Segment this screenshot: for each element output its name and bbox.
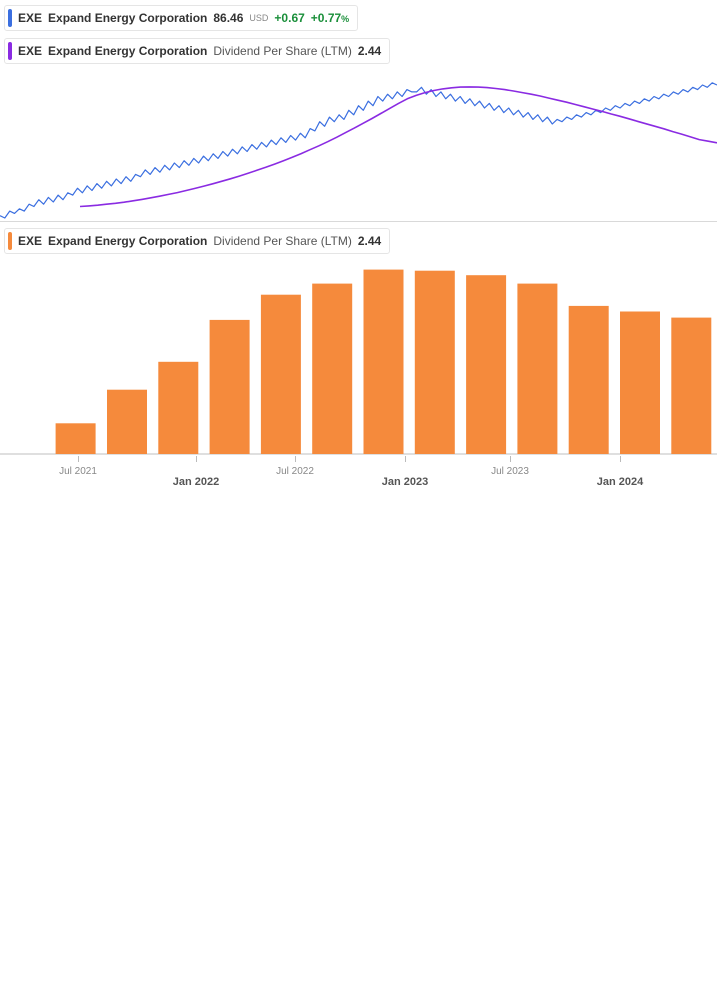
legend-change-pct: +0.77% (311, 11, 349, 25)
bar-chart[interactable] (0, 256, 717, 456)
legend-metric-value: 2.44 (358, 44, 381, 58)
legend-symbol: EXE (18, 11, 42, 25)
legend-metric-value: 2.44 (358, 234, 381, 248)
legend-tick-dps (8, 42, 12, 60)
legend-metric: Dividend Per Share (LTM) (213, 234, 352, 248)
legend-price[interactable]: EXE Expand Energy Corporation 86.46 USD … (4, 5, 358, 31)
legend-price-value: 86.46 (213, 11, 243, 25)
x-axis-label: Jan 2022 (173, 476, 219, 488)
x-axis-label: Jul 2021 (59, 466, 97, 477)
legend-company-name: Expand Energy Corporation (48, 44, 207, 58)
legend-change-abs: +0.67 (274, 11, 304, 25)
legend-symbol: EXE (18, 234, 42, 248)
line-chart-svg (0, 66, 717, 221)
x-axis-label: Jul 2023 (491, 466, 529, 477)
legend-pct-unit: % (341, 14, 349, 24)
x-axis-labels: Jul 2021 Jan 2022 Jul 2022 Jan 2023 Jul 2023… (0, 464, 717, 494)
x-axis-label: Jan 2024 (597, 476, 643, 488)
legend-change-pct-num: +0.77 (311, 11, 341, 25)
x-axis-ticks (0, 456, 717, 464)
x-axis-label: Jan 2023 (382, 476, 428, 488)
bar-chart-svg (0, 256, 717, 456)
chart-divider (0, 221, 717, 222)
legend-company-name: Expand Energy Corporation (48, 234, 207, 248)
line-chart[interactable] (0, 66, 717, 221)
legend-dps-line[interactable]: EXE Expand Energy Corporation Dividend P… (4, 38, 390, 64)
legend-metric: Dividend Per Share (LTM) (213, 44, 352, 58)
legend-currency: USD (249, 13, 268, 23)
legend-dps-bar[interactable]: EXE Expand Energy Corporation Dividend P… (4, 228, 390, 254)
legend-symbol: EXE (18, 44, 42, 58)
legend-tick-price (8, 9, 12, 27)
x-axis-label: Jul 2022 (276, 466, 314, 477)
legend-company-name: Expand Energy Corporation (48, 11, 207, 25)
legend-tick-bar (8, 232, 12, 250)
